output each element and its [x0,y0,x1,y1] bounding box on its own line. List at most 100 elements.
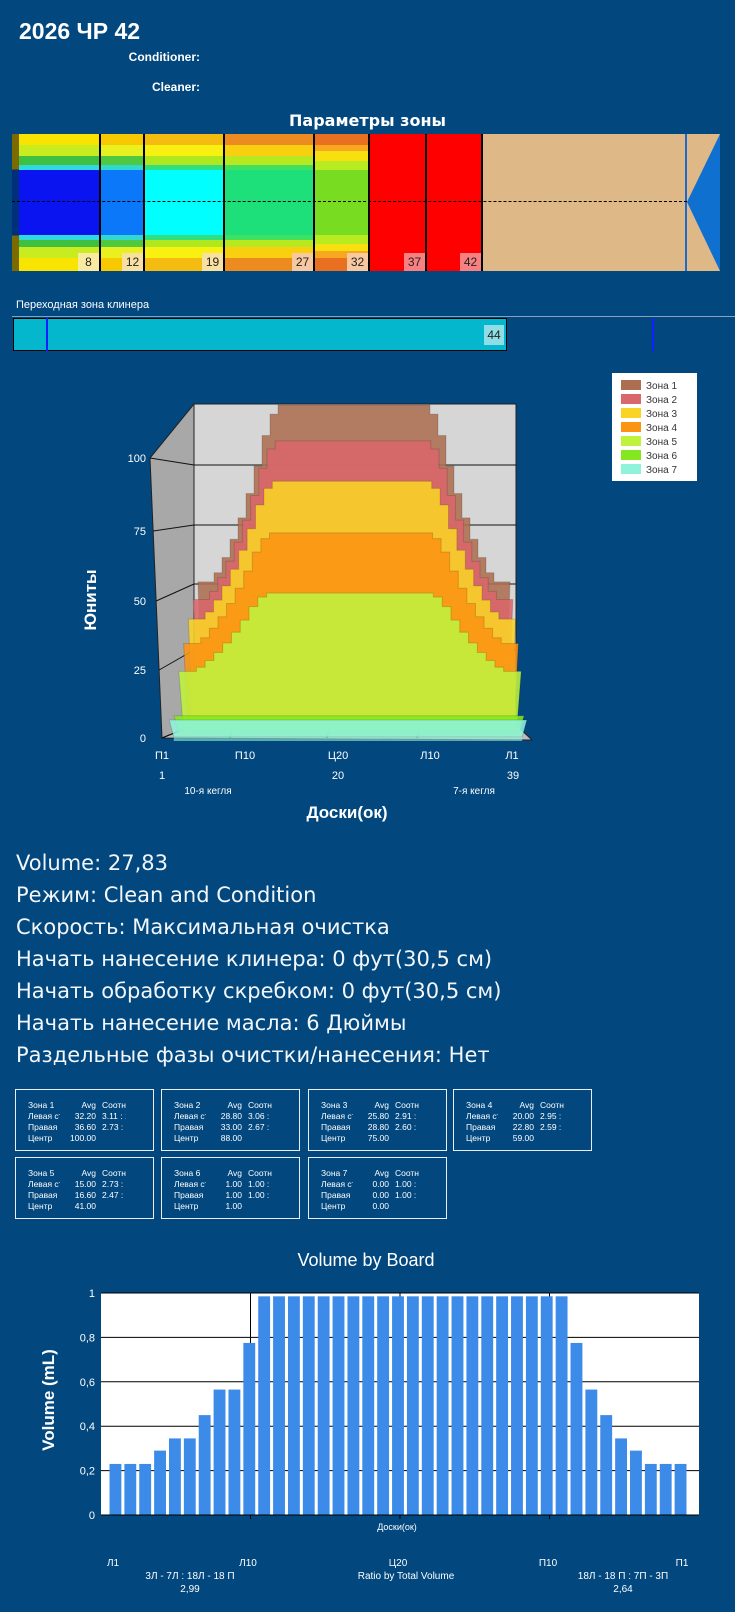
volume-bar-chart: Volume by Board 0 0,2 0,4 0,6 0,8 1 Volume (mL)… [39,1250,699,1595]
page-title: 2026 ЧР 42 [19,18,141,44]
y-tick-label: 50 [134,596,146,608]
zone-table-cell: 1.00 : 1 [248,1190,272,1200]
y-tick-label: 0 [140,733,146,745]
zone-area-edge [173,737,523,741]
zone-table-cell: 88.00 [220,1133,242,1143]
legend-swatch [621,422,641,432]
zone-table-row: Зона 1 Avg Соотношение [28,1100,143,1111]
bar [243,1342,256,1515]
zone-column-6: 37 [370,134,427,271]
x-tick-label: П10 [539,1558,558,1569]
zone-table-cell: Avg [81,1100,97,1110]
zone-table-row: Зона 5 Avg Соотношение [28,1168,143,1179]
zone-table-cell: Центр [321,1133,346,1143]
bar [258,1296,271,1515]
legend-label: Зона 2 [646,395,677,406]
bar [392,1296,404,1515]
zone-column-3: 19 [145,134,225,271]
chart-title: Volume by Board [297,1250,434,1270]
y-tick-label: 25 [134,665,146,677]
zone-table-cell: 1.00 : 1 [395,1190,419,1200]
zone-table-cell: 33.00 [220,1122,242,1132]
zone-column-5: 32 [315,134,370,271]
y-tick-label: 0,8 [80,1332,95,1344]
y-tick-label: 0,2 [80,1466,95,1478]
zone-table-cell: Правая сторона [174,1122,206,1132]
legend-swatch [621,394,641,404]
legend-label: Зона 4 [646,423,677,434]
zone-params-bar[interactable]: 8 12 19 27 32 37 42 [12,134,720,271]
bar [466,1296,479,1515]
board-number: 20 [332,770,344,782]
zone-table-row: Правая сторона 0.00 1.00 : 1 [321,1190,436,1201]
x-tick-label: П1 [155,750,169,762]
y-tick-label: 0,4 [80,1421,95,1433]
zone-table-cell: 15.00 [74,1179,96,1189]
zone-table-cell: Зона 7 [321,1168,348,1178]
zone-table-cell: 1.00 [225,1201,242,1211]
bar [287,1296,300,1515]
zone-table-row: Зона 4 Avg Соотношение [466,1100,581,1111]
zone-table-cell: 41.00 [74,1201,96,1211]
board-number: 1 [159,770,165,782]
zone-table-cell: 1.00 : 1 [248,1179,272,1189]
zone-table-cell: Соотношение [102,1168,126,1178]
legend-label: Зона 6 [646,451,677,462]
transition-marker[interactable] [46,318,48,351]
zone-area-5 [178,592,522,729]
x-tick-label: Ц20 [389,1558,408,1569]
x-tick-label: Л10 [420,750,439,762]
zone-table-cell: Правая сторона [321,1122,353,1132]
zone-table-cell: 36.60 [74,1122,96,1132]
lane-note: 10-я кегля [184,786,231,797]
zone-table-row: Левая сторона 20.00 2.95 : 1 [466,1111,581,1122]
bar [600,1415,613,1515]
legend-label: Зона 1 [646,381,677,392]
cleaner-transition-bar[interactable]: 44 [13,318,507,351]
zone-table-1: Зона 1 Avg Соотношение Левая сторона 32.20 3.… [15,1089,154,1151]
zone-table-cell: Правая сторона [28,1122,60,1132]
zone-params-title: Параметры зоны [289,111,446,130]
zone-table-row: Правая сторона 1.00 1.00 : 1 [174,1190,289,1201]
zone-table-cell: 100.00 [70,1133,96,1143]
y-axis-title: Volume (mL) [39,1349,58,1451]
zone-table-row: Левая сторона 28.80 3.06 : 1 [174,1111,289,1122]
zone-table-cell: 3.06 : 1 [248,1111,272,1121]
zone-column-7: 42 [427,134,483,271]
zone-table-row: Правая сторона 22.80 2.59 : 1 [466,1122,581,1133]
y-tick-label: 0 [89,1510,95,1522]
zone-table-cell: 3.11 : 1 [102,1111,126,1121]
zone-label: 37 [404,253,425,271]
zone-table-cell: 0.00 [372,1190,389,1200]
zone-table-cell: 2.95 : 1 [540,1111,564,1121]
zone-table-cell: Зона 5 [28,1168,55,1178]
zone-table-cell: 16.60 [74,1190,96,1200]
bar [496,1296,509,1515]
transition-marker[interactable] [652,318,654,351]
bar [213,1389,226,1515]
zone-table-6: Зона 6AvgСоотношениеЛевая сторона1.001.0… [161,1157,300,1219]
zone-table-row: Правая сторона 36.60 2.73 : 1 [28,1122,143,1133]
x-tick-label: П10 [235,750,255,762]
zone-table-cell: Зона 2 [174,1100,201,1110]
zone-table-cell: Зона 1 [28,1100,55,1110]
zone-table-4: Зона 4 Avg Соотношение Левая сторона 20.00 2.… [453,1089,592,1151]
zone-strip [12,134,19,271]
zone-table-cell: 0.00 [372,1179,389,1189]
conditioner-label: Conditioner: [128,50,200,64]
bar [615,1438,628,1515]
zone-table-row: Левая сторона 15.00 2.73 : 1 [28,1179,143,1190]
x-axis-title: Доски(ок) [306,803,387,822]
zone-table-cell: 1.00 [225,1179,242,1189]
zone-table-cell: Avg [374,1100,390,1110]
zone-table-cell: Правая сторона [28,1190,60,1200]
oil-start-text: Начать нанесение масла: 6 Дюймы [16,1011,407,1035]
bar [168,1438,181,1515]
zone-table-cell: Avg [227,1100,243,1110]
x-axis-title: Доски(ок) [377,1522,417,1532]
zone-label: 12 [122,253,143,271]
zone-label: 8 [78,253,99,271]
zone-label: 27 [292,253,313,271]
bar [644,1463,657,1515]
zone-column-4: 27 [225,134,315,271]
